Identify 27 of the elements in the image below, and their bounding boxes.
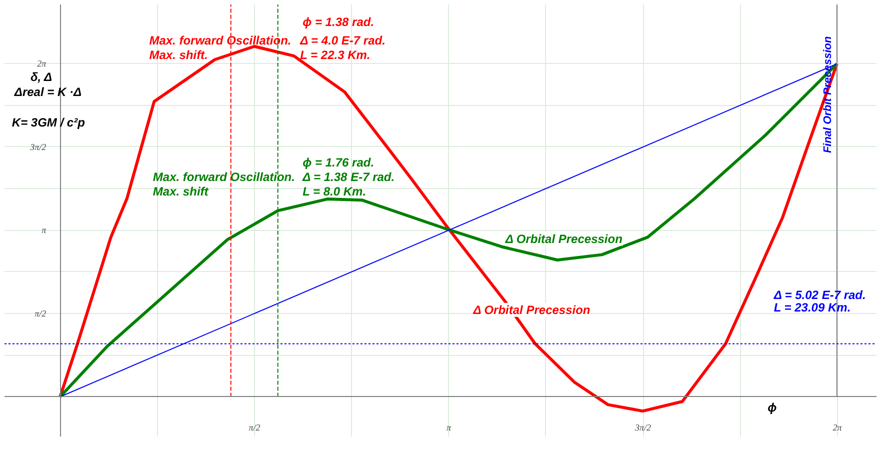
- annotation: Δ = 5.02 E-7 rad.: [772, 288, 866, 302]
- annotation: L = 23.09 Km.: [774, 300, 851, 315]
- annotation: L = 8.0 Km.: [302, 184, 366, 199]
- annotation: Max. forward Oscillation.: [149, 34, 292, 48]
- annotation: Δreal = K ·Δ: [13, 84, 82, 99]
- y-tick-label: 2π: [37, 58, 47, 69]
- x-tick-label: π: [446, 422, 452, 433]
- annotation: ϕ = 1.38 rad.: [302, 14, 374, 29]
- annotation: Δ Orbital Precession: [504, 232, 622, 246]
- annotation: Max. forward Oscillation.: [152, 170, 295, 184]
- annotation: ϕ = 1.76 rad.: [302, 155, 374, 170]
- annotation: Δ = 4.0 E-7 rad.: [299, 34, 386, 48]
- annotation: Δ = 1.38 E-7 rad.: [302, 170, 395, 184]
- y-tick-label: π/2: [34, 308, 47, 318]
- annotation: Max. shift: [152, 184, 210, 199]
- annotation: ϕ: [768, 400, 777, 414]
- x-tick-label: π/2: [248, 422, 261, 433]
- annotation: Δ Orbital Precession: [472, 302, 590, 317]
- y-tick-label: 3π/2: [29, 142, 47, 152]
- annotation: Max. shift.: [149, 48, 208, 62]
- annotation: δ, Δ: [30, 70, 52, 84]
- annotation: K= 3GM / c²p: [12, 116, 85, 130]
- x-tick-label: 3π/2: [634, 422, 652, 433]
- y-tick-label: π: [42, 225, 47, 236]
- x-tick-label: 2π: [832, 422, 842, 433]
- annotation: L = 22.3 Km.: [300, 48, 370, 62]
- ref-line-label: Final Orbit Precession: [822, 36, 834, 154]
